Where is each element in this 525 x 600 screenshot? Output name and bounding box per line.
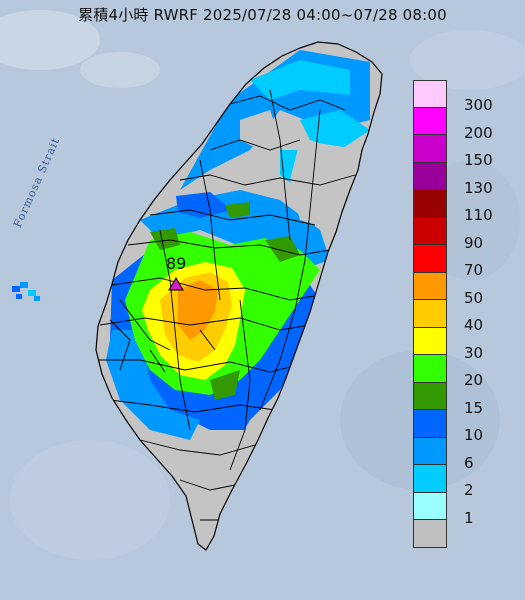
- legend-swatch: [413, 492, 447, 520]
- legend-swatch: [413, 382, 447, 410]
- legend-swatch: [413, 437, 447, 465]
- legend-label: 150: [464, 151, 493, 169]
- legend-swatch: [413, 190, 447, 218]
- legend-label: 20: [464, 371, 484, 389]
- legend-label: 300: [464, 96, 493, 114]
- legend-label: 30: [464, 343, 484, 362]
- legend-label: 200: [464, 123, 493, 142]
- legend-label: 6: [464, 453, 474, 472]
- county-boundaries: [98, 89, 356, 521]
- legend-swatch: [413, 245, 447, 273]
- legend-swatch: [413, 465, 447, 493]
- max-rain-value: 89: [166, 254, 187, 273]
- legend-label: 40: [464, 316, 484, 334]
- legend-swatch: [413, 135, 447, 163]
- legend-swatch: [413, 217, 447, 245]
- legend-swatch: [413, 300, 447, 328]
- legend-swatch: [413, 327, 447, 355]
- legend-label: 15: [464, 398, 484, 417]
- legend-swatch: [413, 162, 447, 190]
- legend-label: 130: [464, 178, 493, 197]
- legend-label: 1: [464, 508, 474, 527]
- legend-label: 90: [464, 233, 484, 252]
- legend-swatch: [413, 107, 447, 135]
- legend-swatch: [413, 355, 447, 383]
- legend-swatch: [413, 410, 447, 438]
- penghu-islands: [12, 282, 40, 301]
- legend-label: 2: [464, 481, 474, 499]
- color-legend: [413, 80, 449, 548]
- map-title: 累積4小時 RWRF 2025/07/28 04:00~07/28 08:00: [78, 6, 447, 24]
- legend-swatch: [413, 520, 447, 548]
- legend-swatch: [413, 272, 447, 300]
- legend-label: 70: [464, 261, 484, 279]
- legend-label: 10: [464, 426, 484, 444]
- legend-label: 110: [464, 206, 493, 224]
- max-rain-marker: [168, 277, 184, 291]
- legend-label: 50: [464, 288, 484, 307]
- legend-swatch: [413, 80, 447, 108]
